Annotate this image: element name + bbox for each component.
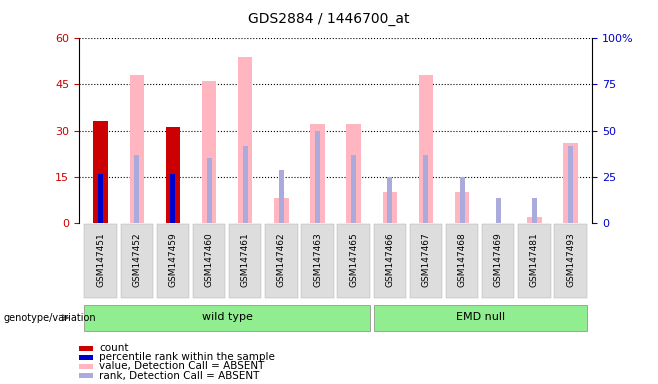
Bar	[554, 224, 587, 298]
Bar	[130, 75, 144, 223]
Bar	[279, 170, 284, 223]
Bar	[166, 127, 180, 223]
Bar	[120, 224, 153, 298]
Bar	[84, 305, 370, 331]
Text: rank, Detection Call = ABSENT: rank, Detection Call = ABSENT	[99, 371, 259, 381]
Bar	[93, 121, 108, 223]
Text: value, Detection Call = ABSENT: value, Detection Call = ABSENT	[99, 361, 265, 371]
Bar	[229, 224, 261, 298]
Text: count: count	[99, 343, 128, 353]
Bar	[79, 373, 93, 378]
Bar	[134, 155, 139, 223]
Bar	[157, 224, 190, 298]
Bar	[374, 305, 587, 331]
Bar	[518, 224, 551, 298]
Bar	[274, 198, 289, 223]
Bar	[382, 192, 397, 223]
Bar	[346, 124, 361, 223]
Text: GSM147468: GSM147468	[457, 232, 467, 287]
Bar	[243, 146, 248, 223]
Text: GDS2884 / 1446700_at: GDS2884 / 1446700_at	[248, 12, 410, 25]
Bar	[315, 131, 320, 223]
Text: GSM147452: GSM147452	[132, 232, 141, 287]
Text: GSM147451: GSM147451	[96, 232, 105, 287]
Text: EMD null: EMD null	[455, 312, 505, 322]
Text: GSM147466: GSM147466	[386, 232, 394, 287]
Bar	[532, 198, 537, 223]
Text: GSM147463: GSM147463	[313, 232, 322, 287]
Text: GSM147465: GSM147465	[349, 232, 358, 287]
Bar	[202, 81, 216, 223]
Bar	[388, 177, 392, 223]
Bar	[418, 75, 433, 223]
Bar	[170, 174, 176, 223]
Text: percentile rank within the sample: percentile rank within the sample	[99, 353, 275, 362]
Bar	[410, 224, 442, 298]
Bar	[79, 364, 93, 369]
Bar	[563, 143, 578, 223]
Text: GSM147462: GSM147462	[277, 232, 286, 287]
Bar	[455, 192, 469, 223]
Bar	[338, 224, 370, 298]
Bar	[351, 155, 356, 223]
Bar	[495, 198, 501, 223]
Text: GSM147467: GSM147467	[421, 232, 430, 287]
Bar	[423, 155, 428, 223]
Text: wild type: wild type	[202, 312, 253, 322]
Text: GSM147493: GSM147493	[566, 232, 575, 287]
Text: GSM147460: GSM147460	[205, 232, 214, 287]
Bar	[527, 217, 542, 223]
Text: GSM147469: GSM147469	[494, 232, 503, 287]
Bar	[207, 158, 212, 223]
Text: genotype/variation: genotype/variation	[3, 313, 96, 323]
Bar	[265, 224, 297, 298]
Bar	[568, 146, 573, 223]
Bar	[79, 346, 93, 351]
Bar	[482, 224, 515, 298]
Text: GSM147481: GSM147481	[530, 232, 539, 287]
Bar	[374, 224, 406, 298]
Bar	[98, 174, 103, 223]
Bar	[193, 224, 225, 298]
Bar	[446, 224, 478, 298]
Bar	[301, 224, 334, 298]
Bar	[79, 355, 93, 360]
Text: GSM147461: GSM147461	[241, 232, 250, 287]
Bar	[311, 124, 325, 223]
Bar	[459, 177, 465, 223]
Bar	[238, 57, 253, 223]
Bar	[84, 224, 117, 298]
Text: GSM147459: GSM147459	[168, 232, 178, 287]
